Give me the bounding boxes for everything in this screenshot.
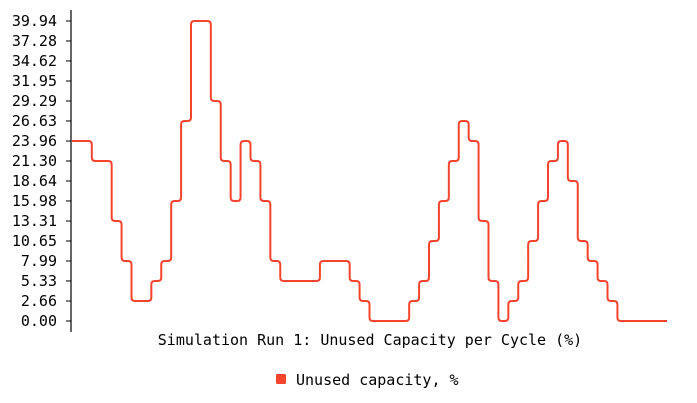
y-tick-label: 0.00 [21,312,57,330]
data-point [354,280,356,282]
data-point [393,320,395,322]
data-point [254,160,256,162]
data-point [86,140,88,142]
data-point [463,120,465,122]
data-point [314,280,316,282]
data-point [552,160,554,162]
data-point [413,300,415,302]
y-tick-label: 37.28 [12,32,57,50]
data-point [522,280,524,282]
data-point [175,200,177,202]
data-point [245,140,247,142]
data-point [135,300,137,302]
data-point [324,260,326,262]
data-point [165,260,167,262]
y-tick-label: 21.30 [12,152,57,170]
data-point [96,160,98,162]
legend: Unused capacity, % [276,371,459,389]
y-tick-label: 26.63 [12,112,57,130]
data-point [344,260,346,262]
data-point [215,100,217,102]
data-point [582,240,584,242]
data-point [126,260,128,262]
legend-swatch [276,374,286,384]
data-point [562,140,564,142]
data-point [264,200,266,202]
data-point [492,280,494,282]
data-point [235,200,237,202]
data-point [205,20,207,22]
legend-label: Unused capacity, % [296,371,459,389]
data-point [195,20,197,22]
data-point [225,160,227,162]
data-point [611,300,613,302]
data-point [383,320,385,322]
data-point [651,320,653,322]
y-tick-label: 39.94 [12,12,57,30]
data-point [542,200,544,202]
data-point [304,280,306,282]
series-layer [72,20,667,322]
series-line-unused-capacity [72,20,667,322]
data-point [483,220,485,222]
y-tick-label: 7.99 [21,252,57,270]
y-tick-label: 10.65 [12,232,57,250]
data-point [373,320,375,322]
y-tick-label: 34.62 [12,52,57,70]
data-point [145,300,147,302]
data-point [185,120,187,122]
y-tick-label: 2.66 [21,292,57,310]
data-point [274,260,276,262]
chart-title: Simulation Run 1: Unused Capacity per Cy… [158,331,582,349]
data-point [572,180,574,182]
data-point [403,320,405,322]
data-point [433,240,435,242]
data-point [592,260,594,262]
y-tick-label: 18.64 [12,172,57,190]
data-point [294,280,296,282]
data-point [473,140,475,142]
data-point [502,320,504,322]
data-point [284,280,286,282]
y-tick-label: 15.98 [12,192,57,210]
data-point [641,320,643,322]
y-tick-label: 31.95 [12,72,57,90]
data-point [621,320,623,322]
y-tick-label: 5.33 [21,272,57,290]
y-axis: 0.00 2.66 5.33 7.99 10.65 13.31 15.98 18.64 21.3… [12,10,72,332]
data-point [364,300,366,302]
data-point [76,140,78,142]
data-point [155,280,157,282]
data-point [443,200,445,202]
data-point [631,320,633,322]
data-point [423,280,425,282]
y-tick-label: 23.96 [12,132,57,150]
data-point [532,240,534,242]
data-point [661,320,663,322]
y-tick-label: 13.31 [12,212,57,230]
data-point [602,280,604,282]
data-point [453,160,455,162]
data-point [512,300,514,302]
y-tick-label: 29.29 [12,92,57,110]
data-point [334,260,336,262]
data-point [106,160,108,162]
data-point [116,220,118,222]
